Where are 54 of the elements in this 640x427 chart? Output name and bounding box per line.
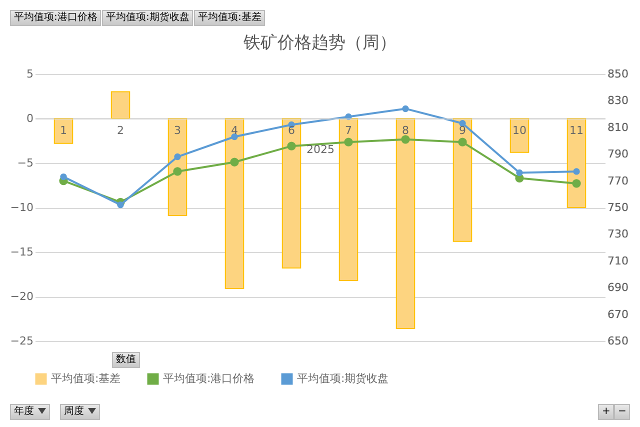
point — [173, 167, 182, 176]
y-tick-label: −25 — [10, 334, 34, 348]
x-tick-label: 8 — [402, 124, 409, 137]
x-tick-label: 7 — [345, 124, 352, 137]
point — [401, 135, 410, 144]
field-button: 周度 — [60, 404, 100, 420]
chart-title: 铁矿价格趋势（周） — [242, 33, 396, 53]
point — [573, 168, 580, 175]
x-tick-label: 9 — [459, 124, 466, 137]
y2-tick-label: 750 — [608, 201, 628, 214]
y2-tick-label: 830 — [608, 94, 628, 108]
field-button: 平均值项:港口价格 — [10, 10, 102, 26]
y2-tick-label: 670 — [608, 308, 628, 321]
field-button: 年度 — [10, 404, 50, 420]
x-tick-label: 6 — [288, 124, 295, 137]
point — [117, 201, 124, 208]
x-tick-label: 1 — [60, 124, 67, 137]
point — [60, 173, 67, 180]
y2-tick-label: 710 — [608, 254, 628, 268]
y-tick-label: −10 — [10, 201, 34, 214]
field-button: 平均值项:期货收盘 — [102, 10, 194, 26]
y2-tick-label: 810 — [608, 120, 628, 134]
y2-tick-label: 850 — [608, 68, 628, 80]
point — [572, 179, 581, 188]
field-button: 平均值项:基差 — [194, 10, 266, 26]
y-tick-label: −15 — [10, 246, 34, 258]
point — [516, 169, 523, 176]
point — [402, 105, 409, 112]
y2-tick-label: 730 — [608, 228, 628, 241]
x-tick-label: 4 — [231, 124, 238, 137]
x-tick-label: 2 — [117, 124, 124, 137]
point — [458, 138, 467, 146]
legend-label: 平均值项:基差 — [51, 372, 121, 385]
y2-tick-label: 650 — [608, 334, 628, 348]
x-axis-title: 2025 — [306, 143, 334, 156]
field-button: 数值 — [112, 352, 140, 368]
y-tick-label: 5 — [26, 68, 34, 80]
point — [230, 158, 239, 166]
legend-label: 平均值项:期货收盘 — [297, 372, 389, 385]
zoom-button: + — [598, 404, 614, 420]
y2-tick-label: 690 — [608, 281, 628, 294]
x-tick-label: 3 — [174, 124, 181, 137]
legend-label: 平均值项:港口价格 — [163, 372, 255, 385]
x-tick-label: 11 — [570, 124, 584, 137]
point — [344, 138, 353, 146]
y-tick-label: 0 — [26, 112, 34, 125]
zoom-button: − — [614, 404, 630, 420]
y2-tick-label: 790 — [608, 148, 628, 161]
y-tick-label: −20 — [10, 290, 34, 303]
point — [287, 142, 296, 150]
y2-tick-label: 770 — [608, 174, 628, 188]
y-tick-label: −5 — [17, 156, 34, 170]
x-tick-label: 10 — [512, 124, 526, 137]
point — [174, 153, 181, 160]
